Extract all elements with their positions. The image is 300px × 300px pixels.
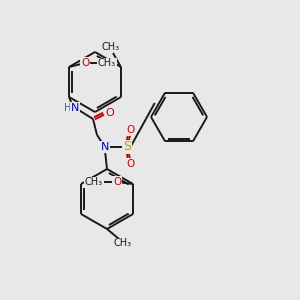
Text: CH₃: CH₃ bbox=[114, 238, 132, 248]
Text: O: O bbox=[126, 159, 134, 169]
Text: CH₃: CH₃ bbox=[98, 58, 116, 68]
Text: N: N bbox=[101, 142, 109, 152]
Text: O: O bbox=[81, 58, 89, 68]
Text: N: N bbox=[71, 103, 79, 113]
Text: CH₃: CH₃ bbox=[102, 42, 120, 52]
Text: O: O bbox=[113, 177, 121, 187]
Text: O: O bbox=[126, 125, 134, 135]
Text: S: S bbox=[123, 140, 131, 154]
Text: CH₃: CH₃ bbox=[85, 177, 103, 187]
Text: O: O bbox=[106, 108, 114, 118]
Text: H: H bbox=[64, 103, 72, 113]
